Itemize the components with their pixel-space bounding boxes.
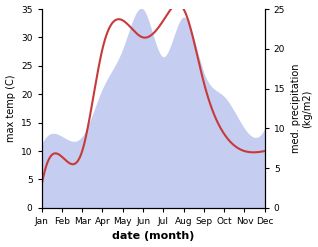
X-axis label: date (month): date (month) bbox=[112, 231, 194, 242]
Y-axis label: max temp (C): max temp (C) bbox=[5, 75, 16, 142]
Y-axis label: med. precipitation
(kg/m2): med. precipitation (kg/m2) bbox=[291, 64, 313, 153]
